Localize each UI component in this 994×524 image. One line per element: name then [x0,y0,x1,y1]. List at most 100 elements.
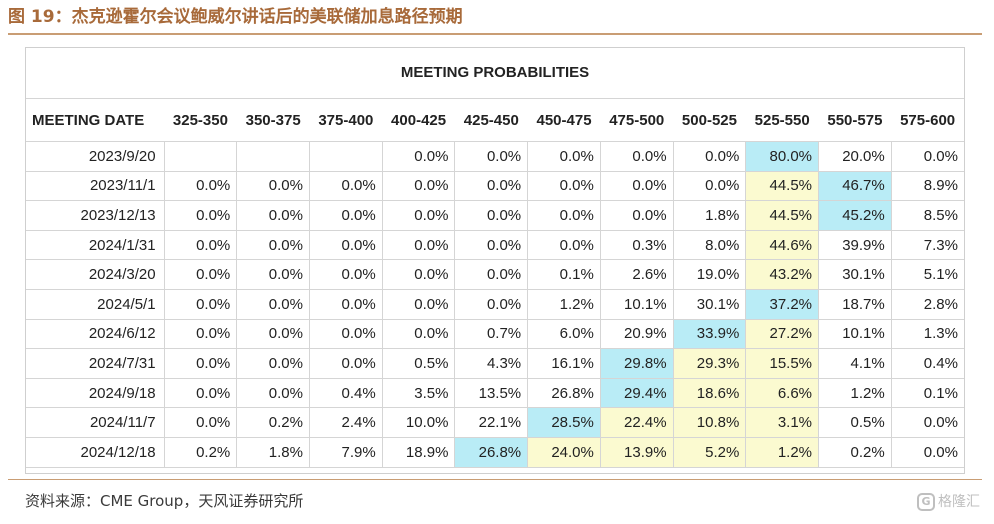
probability-cell: 0.0% [890,407,964,438]
probability-cell: 0.0% [309,288,383,320]
table-header-row: MEETING DATE 325-350 350-375 375-400 400-42… [26,98,964,142]
probability-cell: 5.2% [672,436,747,468]
probability-cell: 20.9% [599,318,674,350]
figure-title: 图 19：杰克逊霍尔会议鲍威尔讲话后的美联储加息路径预期 [8,7,463,27]
probability-cell: 0.0% [163,348,238,379]
probability-cell: 2.8% [890,288,964,320]
probability-cell: 1.2% [818,377,892,409]
probability-table: MEETING DATE 325-350 350-375 375-400 400-42… [26,98,964,468]
probability-cell: 22.4% [599,407,674,438]
probability-cell: 29.4% [599,377,674,409]
column-header: 400-425 [382,98,455,142]
column-header: 575-600 [891,98,964,142]
probability-cell [309,141,383,172]
table-row: 2024/12/18 0.2% 1.8% 7.9% 18.9% 26.8% 24.0% 13.… [26,436,964,468]
probability-cell: 0.3% [599,229,674,261]
probability-cell: 13.5% [454,377,529,409]
probability-cell: 4.3% [454,348,529,379]
probability-cell: 30.1% [818,259,892,290]
column-header: 425-450 [454,98,528,142]
probability-cell: 4.1% [818,348,892,379]
probability-cell: 0.0% [599,170,674,202]
probability-cell: 8.5% [890,200,964,231]
meeting-date-cell: 2023/9/20 [26,141,165,172]
probability-cell: 0.0% [381,200,456,231]
table-row: 2024/11/7 0.0% 0.2% 2.4% 10.0% 22.1% 28.5% 22.4… [26,407,964,438]
probability-cell: 0.0% [599,200,674,231]
probability-cell: 0.0% [163,407,238,438]
probability-cell: 0.0% [163,259,238,290]
probability-cell: 0.2% [818,436,892,468]
column-header: 450-475 [527,98,601,142]
bottom-rule [8,479,982,480]
table-body: 2023/9/20 0.0% 0.0% 0.0% 0.0% 0.0% 80.0% 20.0% 0… [26,141,964,468]
probability-cell: 20.0% [818,141,892,172]
probability-cell: 10.1% [818,318,892,350]
probability-cell: 2.4% [309,407,383,438]
meeting-date-cell: 2024/12/18 [26,436,165,468]
top-rule [8,33,982,35]
watermark: G 格隆汇 [917,490,980,514]
probability-cell: 0.5% [818,407,892,438]
column-header: 475-500 [600,98,674,142]
probability-cell: 0.0% [454,259,529,290]
table-row: 2024/1/31 0.0% 0.0% 0.0% 0.0% 0.0% 0.0% 0.3% 8.0… [26,229,964,261]
probability-cell: 39.9% [818,229,892,261]
probability-cell: 0.0% [599,141,674,172]
meeting-date-cell: 2024/3/20 [26,259,165,290]
probability-cell [236,141,310,172]
meeting-date-cell: 2024/9/18 [26,377,165,409]
column-header: 525-550 [745,98,819,142]
meeting-date-cell: 2023/11/1 [26,170,165,202]
probability-cell [163,141,238,172]
probability-cell: 30.1% [672,288,747,320]
probability-cell: 24.0% [527,436,601,468]
meeting-date-cell: 2024/11/7 [26,407,165,438]
probability-cell: 0.0% [527,229,601,261]
probability-cell: 80.0% [745,141,820,172]
probability-cell: 44.5% [745,200,820,231]
column-header: 500-525 [673,98,746,142]
probability-cell: 6.0% [527,318,601,350]
probability-cell: 15.5% [745,348,820,379]
probability-cell: 0.0% [163,200,238,231]
probability-cell: 0.2% [163,436,238,468]
probability-panel: MEETING PROBABILITIES MEETING DATE 325-3… [25,47,965,474]
probability-cell: 0.0% [236,259,310,290]
probability-cell: 19.0% [672,259,747,290]
probability-cell: 27.2% [745,318,820,350]
probability-cell: 44.5% [745,170,820,202]
probability-cell: 0.7% [454,318,529,350]
probability-cell: 16.1% [527,348,601,379]
probability-cell: 0.0% [381,259,456,290]
probability-cell: 0.0% [672,170,747,202]
probability-cell: 0.0% [309,259,383,290]
probability-cell: 3.5% [381,377,456,409]
watermark-text: 格隆汇 [938,494,980,510]
probability-cell: 0.0% [236,170,310,202]
probability-cell: 0.0% [163,170,238,202]
meeting-date-cell: 2024/6/12 [26,318,165,350]
table-row: 2024/7/31 0.0% 0.0% 0.0% 0.5% 4.3% 16.1% 29.8% 2… [26,348,964,379]
probability-cell: 26.8% [454,436,529,468]
probability-cell: 18.7% [818,288,892,320]
table-row: 2023/9/20 0.0% 0.0% 0.0% 0.0% 0.0% 80.0% 20.0% 0… [26,141,964,172]
probability-cell: 0.2% [236,407,310,438]
probability-cell: 0.0% [454,141,529,172]
probability-cell: 0.0% [309,229,383,261]
probability-cell: 0.0% [381,229,456,261]
probability-cell: 0.0% [454,170,529,202]
probability-cell: 0.0% [381,141,456,172]
probability-cell: 8.9% [890,170,964,202]
probability-cell: 0.0% [309,318,383,350]
probability-cell: 10.1% [599,288,674,320]
probability-cell: 0.0% [890,141,964,172]
probability-cell: 0.0% [381,288,456,320]
probability-cell: 0.0% [236,229,310,261]
probability-cell: 43.2% [745,259,820,290]
probability-cell: 0.0% [454,229,529,261]
probability-cell: 7.9% [309,436,383,468]
meeting-date-cell: 2024/7/31 [26,348,165,379]
probability-cell: 33.9% [672,318,747,350]
probability-cell: 0.5% [381,348,456,379]
